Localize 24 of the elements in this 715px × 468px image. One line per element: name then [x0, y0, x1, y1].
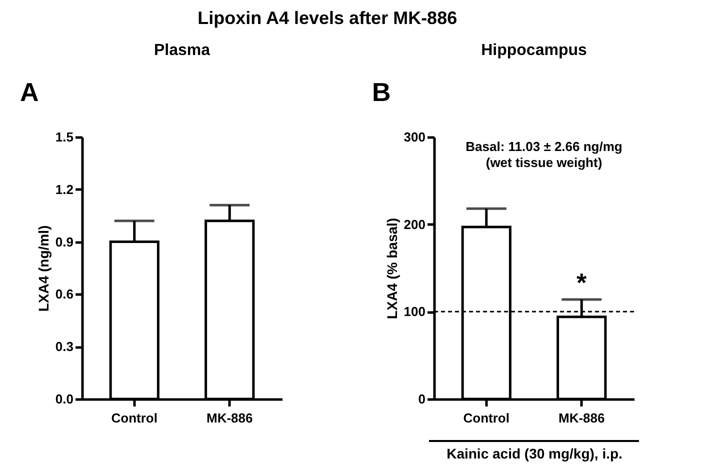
y-tick-label: 0.3: [55, 339, 74, 354]
x-tick-label: MK-886: [206, 410, 253, 426]
y-tick-label: 200: [404, 216, 426, 232]
y-tick-label: 0.9: [55, 234, 74, 250]
y-axis-title: LXA4 (ng/ml): [35, 225, 52, 312]
chart-title: Hippocampus: [481, 42, 587, 59]
annotation: *: [576, 267, 588, 298]
chart-title: Plasma: [154, 42, 210, 59]
text: Lipoxin A4 levels after MK-886: [198, 8, 458, 28]
y-tick-label: 1.2: [55, 182, 74, 197]
text: A: [20, 77, 39, 107]
y-tick-label: 0: [418, 392, 426, 406]
annotation: Basal: 11.03 ± 2.66 ng/mg (wet tissue weight): [466, 139, 622, 170]
y-tick-label: 1.5: [55, 130, 74, 144]
y-axis-title: LXA4 (% basal): [384, 218, 400, 320]
x-tick-label: MK-886: [558, 410, 605, 426]
x-tick-label: Control: [463, 410, 510, 426]
y-tick-label: 100: [404, 304, 426, 320]
y-tick-label: 0.6: [55, 286, 74, 302]
y-tick-label: 0.0: [55, 392, 74, 406]
y-tick-label: 300: [404, 130, 426, 144]
x-axis-title: Kainic acid (30 mg/kg), i.p.: [446, 446, 622, 462]
x-tick-label: Control: [111, 410, 158, 426]
text: B: [372, 77, 391, 107]
